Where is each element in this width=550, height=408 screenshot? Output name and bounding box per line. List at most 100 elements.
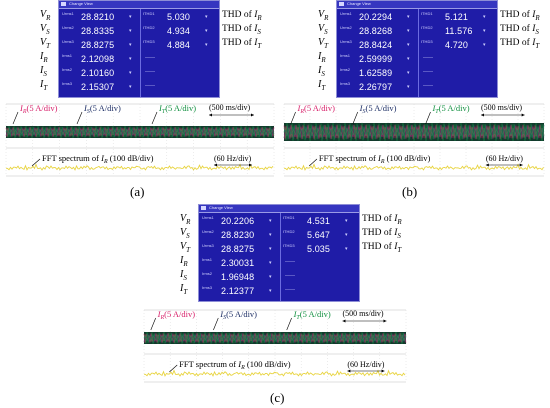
scale-label: (5 A/div) [27, 103, 58, 113]
power-meter-display: Change View Urms1 20.2294 ▾ ITHD1 5.121 ▾ Urms2… [336, 0, 498, 98]
phase-subscript: T [397, 245, 402, 254]
panel-caption: (a) [130, 184, 145, 199]
channel-label: Urms1 [202, 215, 214, 220]
quantity-symbol: V [180, 241, 187, 252]
phase-subscript: R [183, 260, 188, 268]
value-indicator-icon: ▾ [345, 246, 348, 252]
quantity-label: IS [40, 65, 47, 78]
measured-value: 2.15307 [81, 82, 115, 92]
empty-slot: ----- [145, 83, 155, 89]
value-indicator-icon: ▾ [129, 70, 132, 76]
measured-value: 20.2206 [221, 216, 255, 226]
thd-quantity: I [254, 10, 258, 20]
thd-channel-label: ITHD3 [283, 243, 295, 248]
channel-label: Urms2 [62, 25, 74, 30]
current-symbol: I [237, 359, 242, 369]
phase-subscript: T [257, 41, 262, 50]
empty-slot: ----- [145, 69, 155, 75]
thd-quantity: I [532, 10, 536, 20]
phase-subscript: R [324, 14, 329, 22]
quantity-label: IT [40, 79, 47, 92]
trace-ir [283, 124, 545, 140]
measured-value: 1.62589 [359, 68, 393, 78]
quantity-symbol: I [180, 255, 184, 266]
value-indicator-icon: ▾ [205, 28, 208, 34]
quantity-label: VT [40, 37, 50, 50]
meter-row: Irms3 2.26797 ▾ ----- [337, 80, 497, 94]
value-indicator-icon: ▾ [205, 42, 208, 48]
thd-value: 4.531 [307, 216, 331, 226]
current-symbol: I [297, 103, 302, 113]
phase-subscript: R [43, 56, 48, 64]
fft-trace [283, 163, 544, 171]
value-indicator-icon: ▾ [129, 14, 132, 20]
measured-value: 2.10160 [81, 68, 115, 78]
channel-label: Urms1 [340, 11, 352, 16]
thd-prefix: THD of [500, 24, 533, 34]
phase-subscript: T [162, 109, 166, 115]
it-scale-label: IT(5 A/div) [158, 103, 196, 115]
value-indicator-icon: ▾ [269, 274, 272, 280]
thd-value: 4.934 [167, 26, 191, 36]
current-symbol: I [359, 103, 364, 113]
thd-label: THD of IR [362, 214, 402, 226]
phase-subscript: S [362, 109, 365, 115]
quantity-label: IT [318, 79, 325, 92]
pointer-arrow-icon [150, 317, 156, 331]
thd-value: 11.576 [445, 26, 473, 36]
meter-column-divider [140, 9, 141, 97]
meter-view-icon [61, 2, 66, 6]
channel-label: Irms3 [340, 81, 350, 86]
current-symbol: I [19, 103, 24, 113]
thd-channel-label: ITHD1 [283, 215, 295, 220]
value-indicator-icon: ▾ [407, 28, 410, 34]
meter-column-divider [418, 9, 419, 97]
phase-subscript: T [46, 42, 51, 50]
thd-value: 5.030 [167, 12, 191, 22]
quantity-label: IS [318, 65, 325, 78]
meter-row: Irms2 1.96948 ▾ ----- [199, 270, 359, 284]
fft-label: FFT spectrum of IR (100 dB/div) [179, 359, 291, 371]
phase-subscript: R [299, 109, 304, 115]
quantity-label: VR [180, 213, 190, 226]
value-indicator-icon: ▾ [269, 218, 272, 224]
thd-quantity: I [254, 24, 258, 34]
fft-label: FFT spectrum of IR (100 dB/div) [42, 153, 154, 165]
measured-value: 2.12098 [81, 54, 115, 64]
scale-label: (5 A/div) [365, 103, 396, 113]
value-indicator-icon: ▾ [483, 28, 486, 34]
measured-value: 28.8230 [221, 230, 255, 240]
measured-value: 28.8275 [81, 40, 115, 50]
fft-label: FFT spectrum of IR (100 dB/div) [319, 153, 431, 165]
ir-scale-label: IR(5 A/div) [19, 103, 58, 115]
ir-scale-label: IR(5 A/div) [297, 103, 336, 115]
fft-trace [5, 163, 274, 171]
quantity-label: IT [180, 283, 187, 296]
meter-row: Urms2 28.8335 ▾ ITHD2 4.934 ▾ [59, 24, 219, 38]
thd-prefix: THD of [500, 38, 533, 48]
quantity-symbol: I [40, 51, 44, 62]
quantity-symbol: I [180, 269, 184, 280]
empty-slot: ----- [423, 55, 433, 61]
current-symbol: I [377, 153, 382, 163]
pointer-arrow-icon [352, 111, 358, 125]
pointer-arrow-icon [76, 111, 83, 125]
meter-row: Urms3 28.8275 ▾ ITHD3 4.884 ▾ [59, 38, 219, 52]
channel-label: Irms1 [202, 257, 212, 262]
phase-subscript: T [296, 315, 300, 321]
thd-label: THD of IT [362, 242, 401, 254]
value-indicator-icon: ▾ [407, 56, 410, 62]
value-indicator-icon: ▾ [345, 218, 348, 224]
measured-value: 28.8424 [359, 40, 393, 50]
value-indicator-icon: ▾ [269, 246, 272, 252]
current-symbol: I [100, 153, 105, 163]
thd-value: 4.720 [445, 40, 469, 50]
ir-scale-label: IR(5 A/div) [157, 309, 196, 321]
measured-value: 28.8335 [81, 26, 115, 36]
pointer-arrow-icon [12, 111, 19, 125]
is-scale-label: IS(5 A/div) [359, 103, 397, 115]
scale-label: (5 A/div) [304, 103, 335, 113]
phase-subscript: S [257, 27, 261, 36]
power-meter-display: Change View Urms1 20.2206 ▾ ITHD1 4.531 ▾ Urms2… [198, 204, 360, 302]
oscilloscope-view: IR(5 A/div) IS(5 A/div) IT(5 A/div) (500 ms… [143, 309, 407, 383]
